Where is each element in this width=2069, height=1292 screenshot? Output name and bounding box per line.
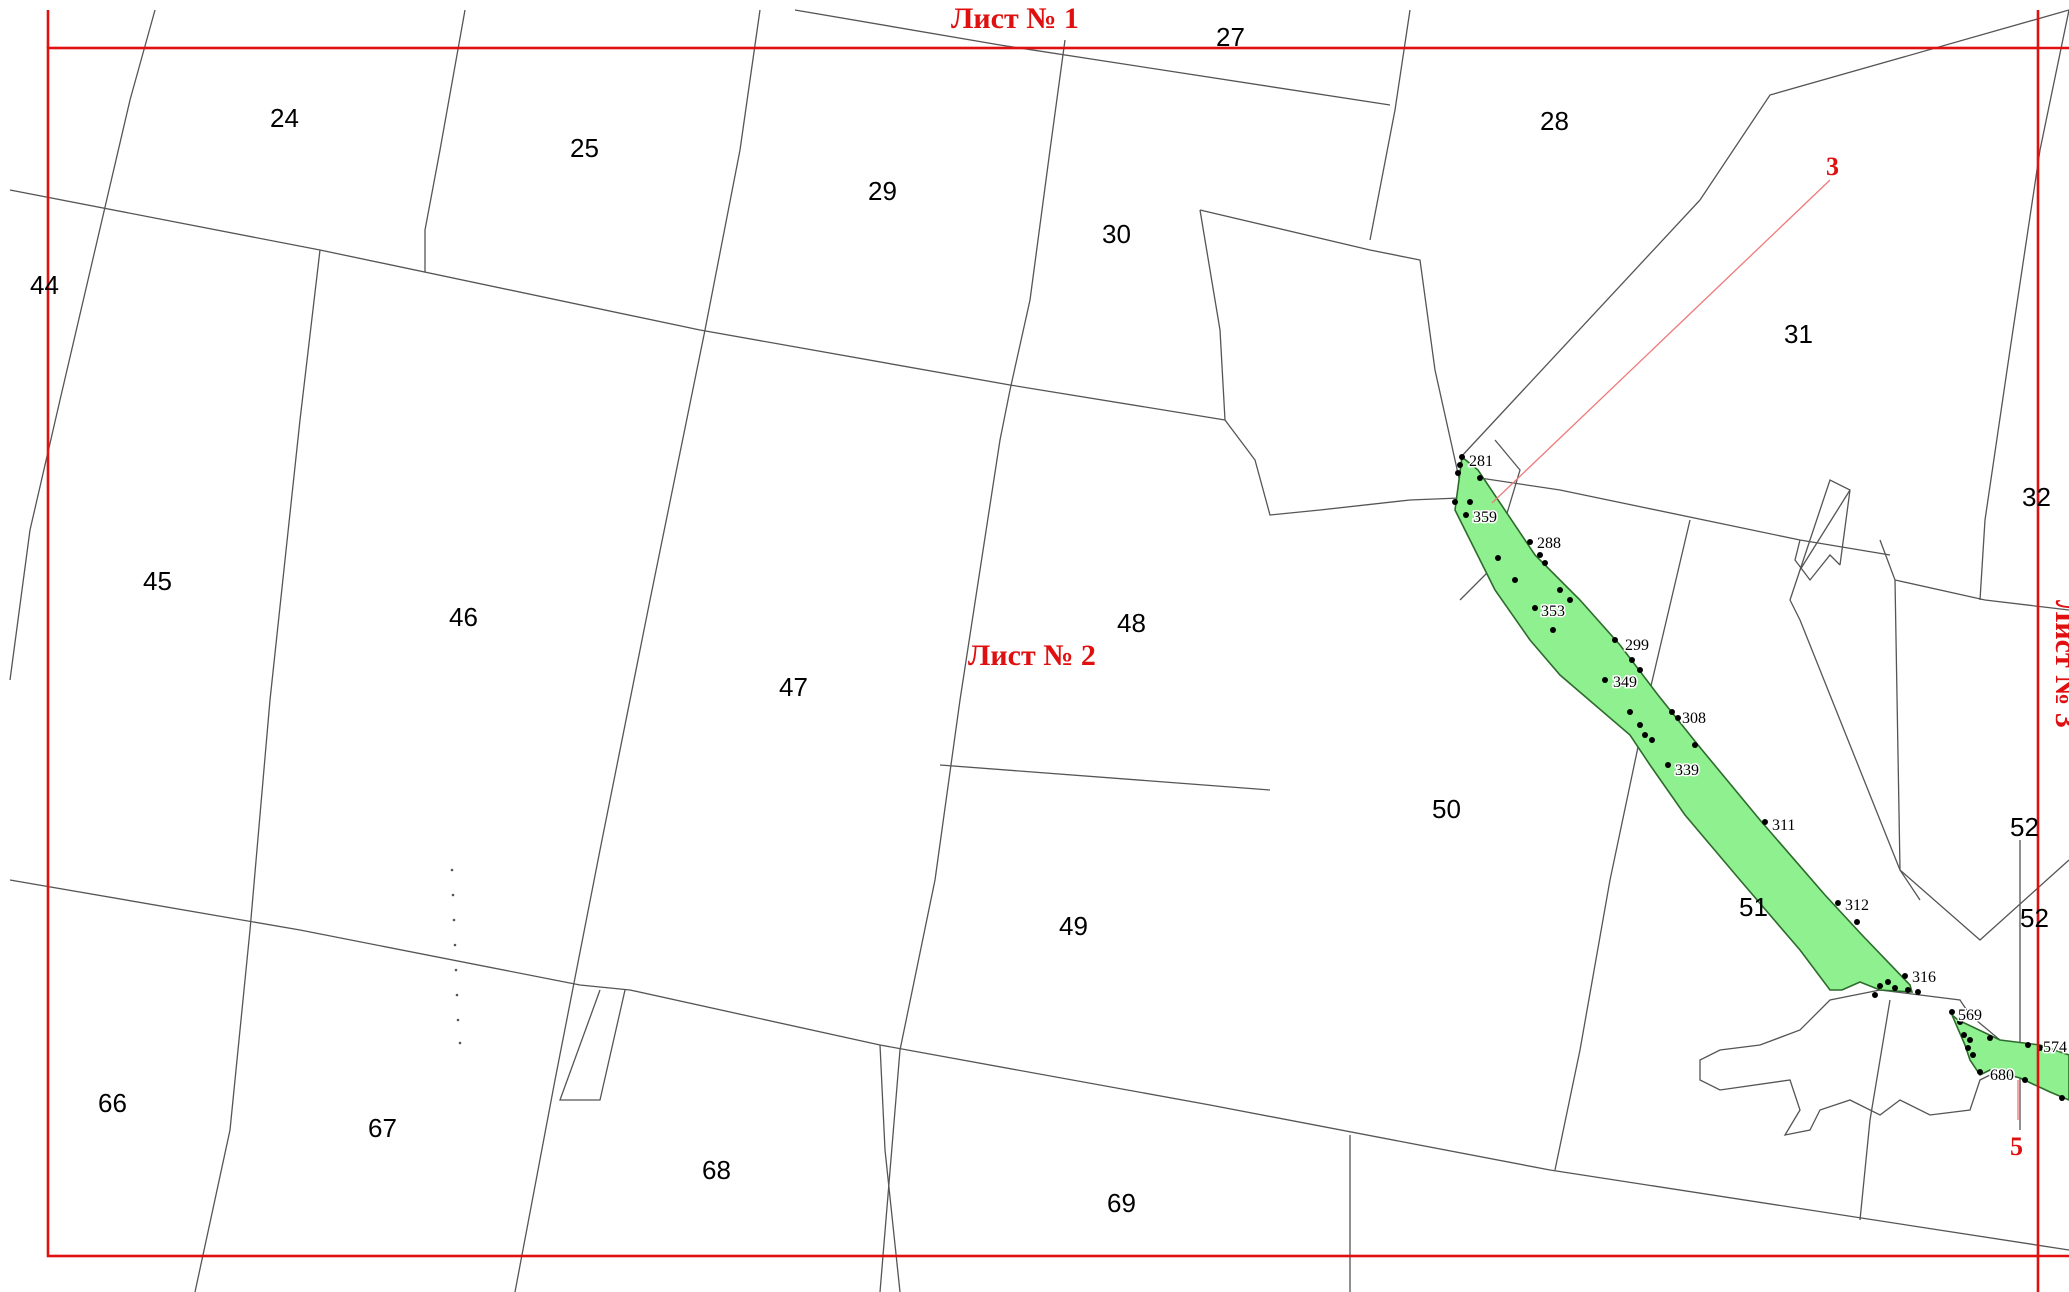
parcel-label: 47 [779, 672, 808, 702]
parcel-label: 45 [143, 566, 172, 596]
vertex-label: 288 [1537, 535, 1561, 552]
callout-3-line [1491, 179, 1831, 504]
parcel-label: 50 [1432, 794, 1461, 824]
parcel-label: 30 [1102, 219, 1131, 249]
callout-labels: 3 5 [1826, 152, 2023, 1161]
vertex-label: 353 [1541, 603, 1565, 620]
vertex-label: 308 [1682, 710, 1706, 727]
parcel-label: 27 [1216, 22, 1245, 52]
vertex-label: 311 [1772, 817, 1795, 834]
parcel-label: 32 [2022, 482, 2051, 512]
parcel-label: 29 [868, 176, 897, 206]
parcel-label: 24 [270, 103, 299, 133]
vertex-label: 574 [2043, 1039, 2067, 1056]
vertex-label: 316 [1912, 969, 1936, 986]
parcel-label: 67 [368, 1113, 397, 1143]
sheet-2-frame [46, 46, 2040, 1258]
parcel-label: 68 [702, 1155, 731, 1185]
vertex-label: 312 [1845, 897, 1869, 914]
vertex-label: 339 [1675, 762, 1699, 779]
parcel-label: 52 [2020, 903, 2049, 933]
parcel-label: 66 [98, 1088, 127, 1118]
parcel-label: 31 [1784, 319, 1813, 349]
corridor-segment-east [1951, 1014, 2069, 1101]
dotted-trail [450, 868, 462, 1045]
corridor[interactable] [1454, 455, 2069, 1101]
callout-3-label: 3 [1826, 152, 1839, 181]
parcel-label: 25 [570, 133, 599, 163]
vertex-label: 359 [1473, 509, 1497, 526]
parcel-label: 51 [1739, 892, 1768, 922]
parcel-label: 28 [1540, 106, 1569, 136]
parcel-labels: 24 25 27 28 29 30 31 32 44 45 46 47 48 4… [30, 22, 2051, 1218]
callout-5-label: 5 [2010, 1132, 2023, 1161]
vertex-points [1452, 454, 2065, 1101]
parcel-label: 52 [2010, 812, 2039, 842]
vertex-label: 349 [1613, 674, 1637, 691]
vertex-labels: 281 359 288 353 299 349 308 339 311 312 … [1468, 452, 2069, 1086]
parcel-label: 44 [30, 270, 59, 300]
callout-lines [1491, 179, 2019, 1120]
sheet-frames [46, 10, 2069, 1292]
parcel-label: 49 [1059, 911, 1088, 941]
vertex-label: 569 [1958, 1007, 1982, 1024]
parcel-label: 69 [1107, 1188, 1136, 1218]
vertex-label: 299 [1625, 637, 1649, 654]
sheet-1-label: Лист № 1 [951, 2, 1079, 35]
parcel-label: 48 [1117, 608, 1146, 638]
sheet-labels: Лист № 1 Лист № 2 Лист № 3 [951, 2, 2069, 728]
sheet-3-label: Лист № 3 [2049, 600, 2069, 728]
vertex-label: 680 [1990, 1067, 2014, 1084]
sheet-2-label: Лист № 2 [968, 639, 1096, 672]
vertex-label: 281 [1469, 453, 1493, 470]
parcel-label: 46 [449, 602, 478, 632]
